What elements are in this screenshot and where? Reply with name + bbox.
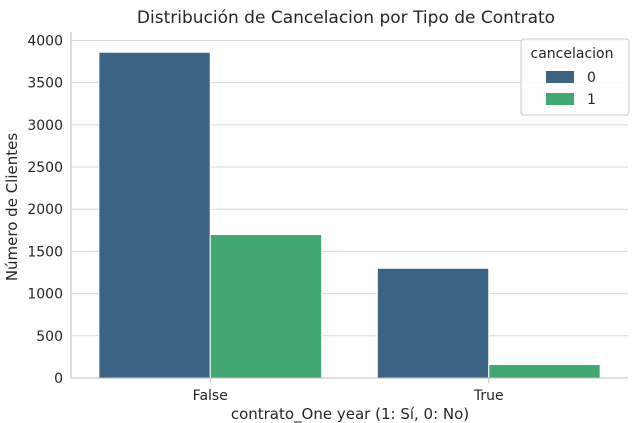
y-tick-label: 0: [54, 371, 63, 387]
x-axis-label: contrato_One year (1: Sí, 0: No): [231, 405, 469, 423]
legend-entry: 0: [587, 70, 596, 86]
legend-entry: 1: [587, 92, 596, 108]
x-tick-label: True: [473, 388, 504, 404]
y-tick-label: 2000: [27, 202, 63, 218]
y-tick-label: 1000: [27, 287, 63, 303]
y-tick-label: 3500: [27, 76, 63, 92]
y-tick-label: 500: [36, 329, 63, 345]
bar: [98, 51, 211, 379]
x-tick-labels: False True: [193, 378, 504, 404]
bar: [376, 267, 490, 379]
bars: [98, 51, 601, 379]
y-axis-label: Número de Clientes: [3, 133, 21, 282]
legend-swatch: [546, 93, 574, 105]
legend-items: 01: [546, 70, 596, 108]
y-tick-label: 4000: [27, 33, 63, 49]
bar: [488, 363, 601, 379]
axes: [70, 32, 628, 379]
chart-title: Distribución de Cancelacion por Tipo de …: [137, 8, 555, 28]
y-tick-label: 2500: [27, 160, 63, 176]
y-tick-label: 1500: [27, 244, 63, 260]
y-tick-label: 3000: [27, 118, 63, 134]
x-tick-label: False: [193, 388, 228, 404]
legend-swatch: [546, 71, 574, 83]
legend-title: cancelacion: [531, 46, 614, 62]
legend: cancelacion 01: [520, 38, 630, 116]
bar: [209, 234, 323, 379]
y-tick-labels: 0 500 1000 1500 2000 2500 3000 3500 4000: [27, 33, 63, 387]
